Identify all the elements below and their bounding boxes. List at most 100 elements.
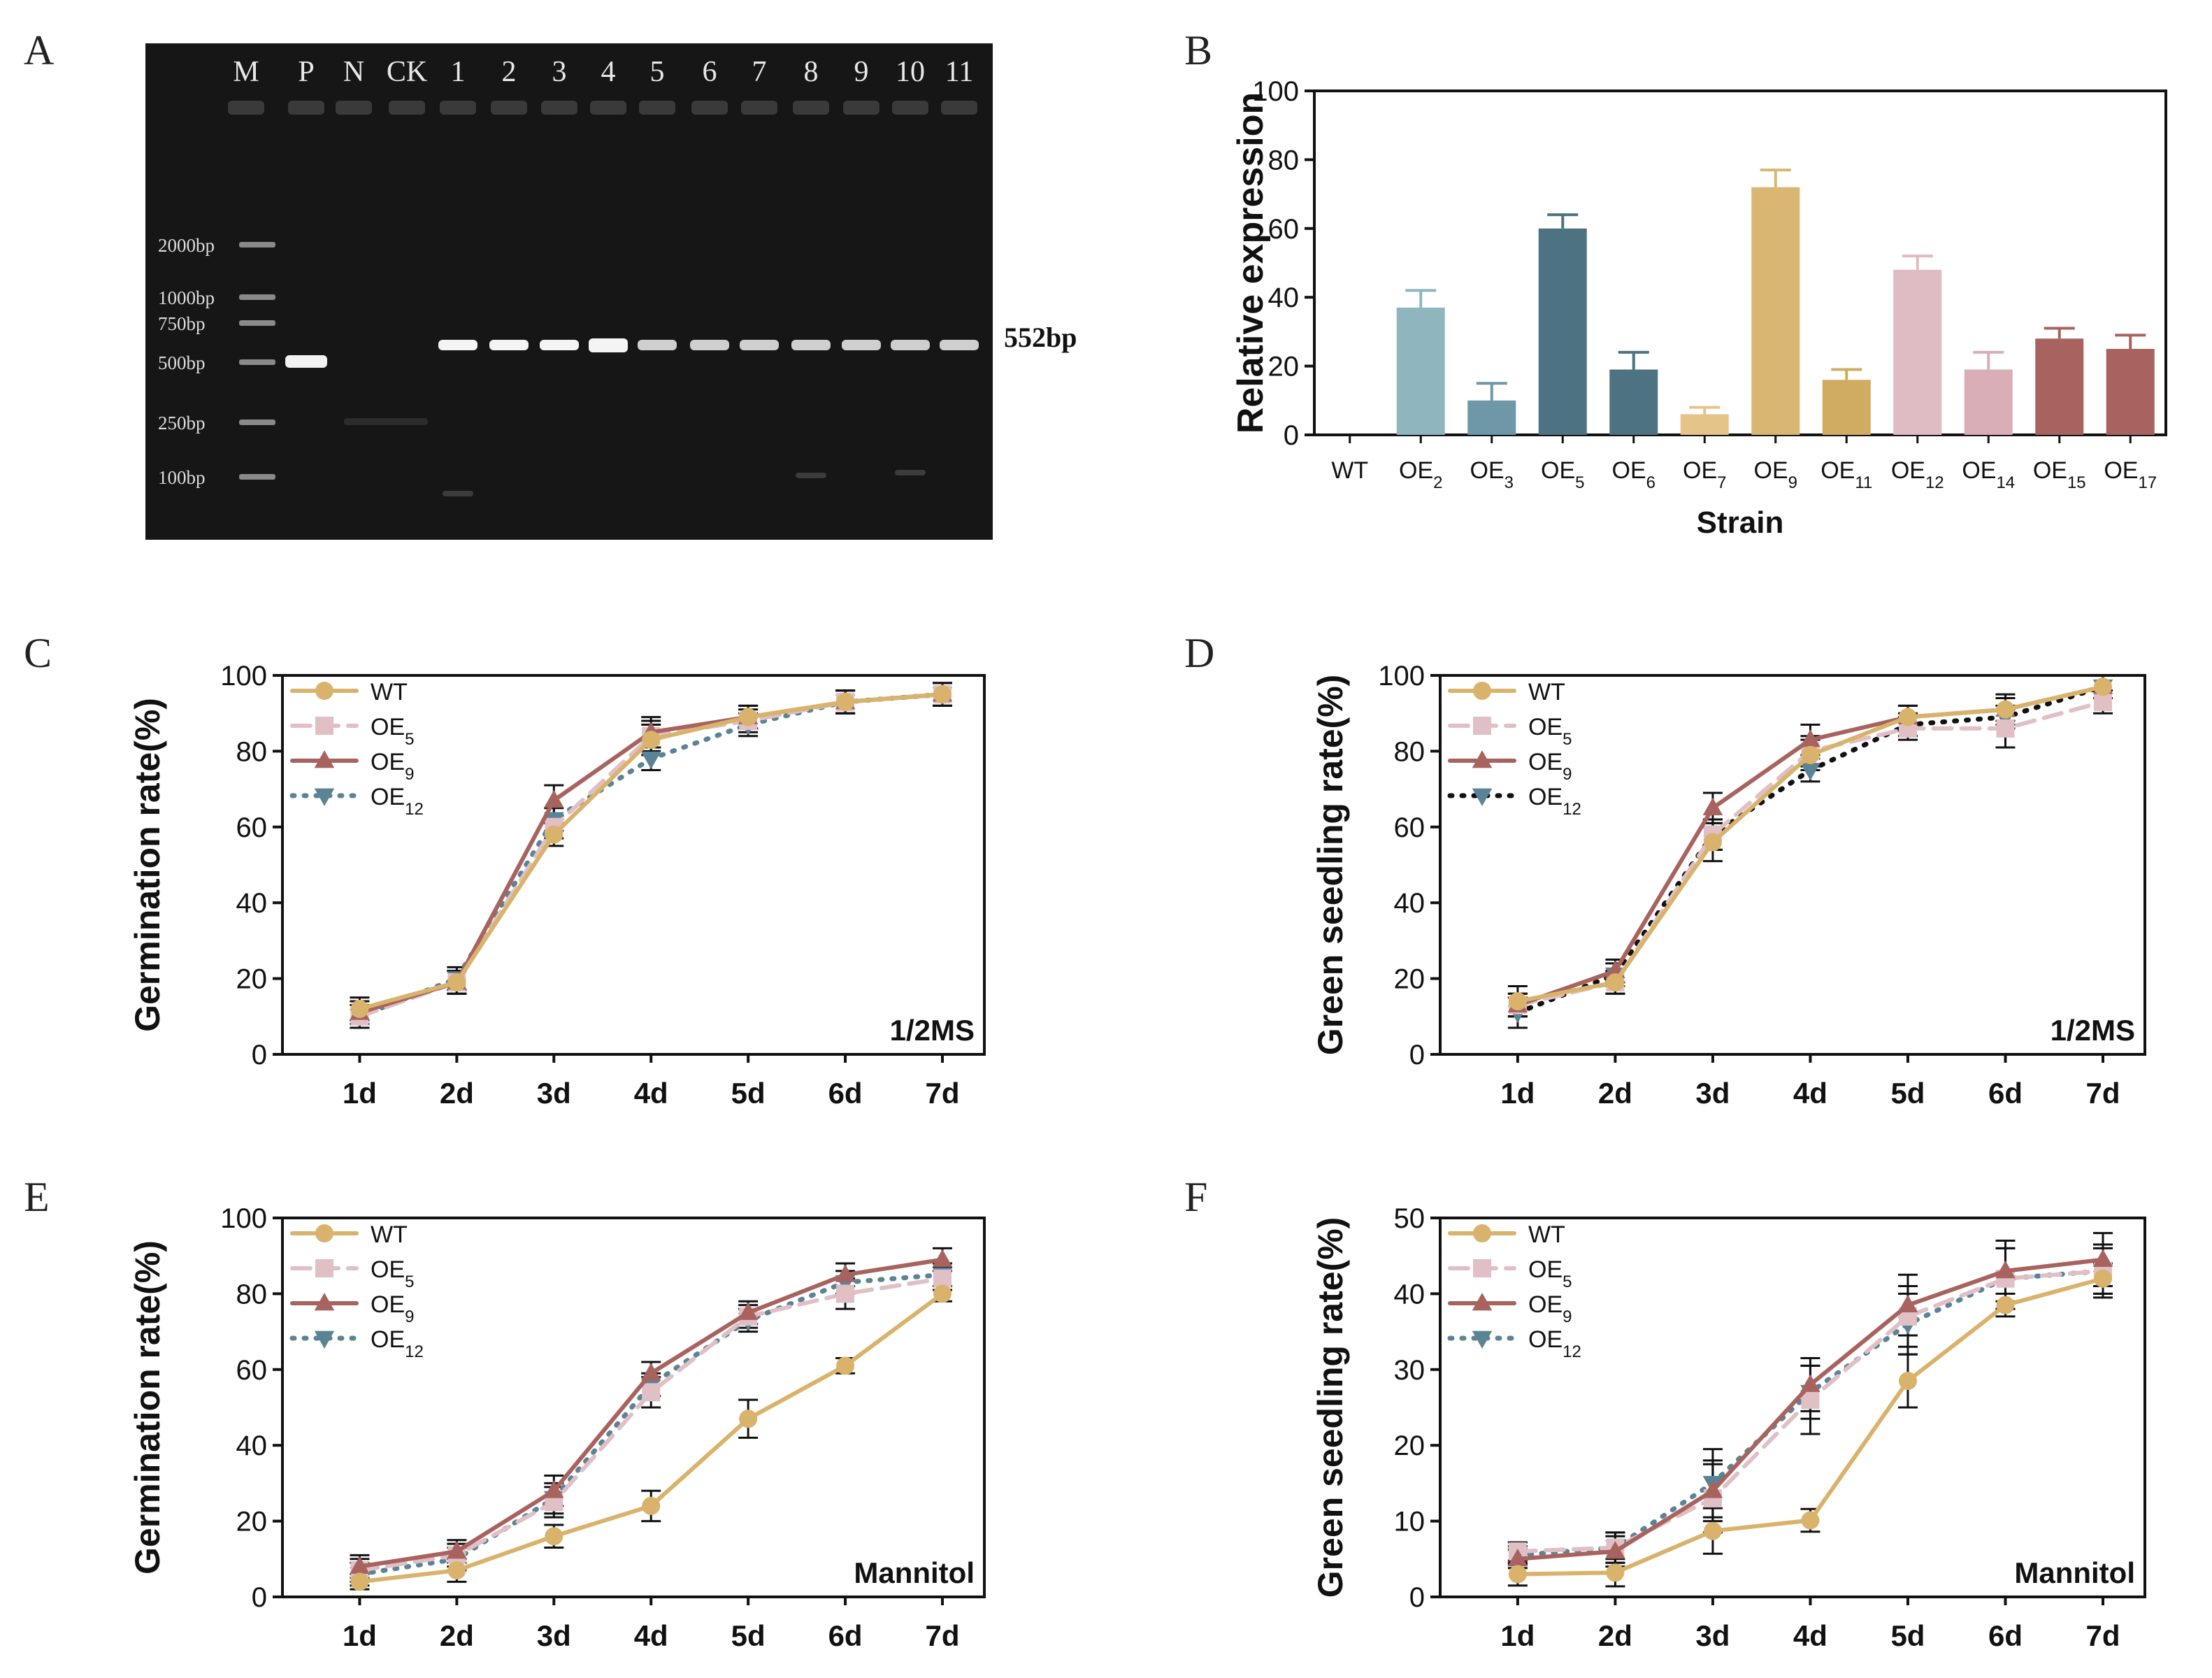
line-chart-germination-mannitol: 0 20 40 60 80 100 1d 2d 3d 4d 5d 6d 7d Germination ra… <box>128 1203 986 1652</box>
x-tick-label: 7d <box>925 1077 959 1110</box>
y-tick-label: 20 <box>236 1507 268 1537</box>
gel-band-sample <box>589 338 628 352</box>
gel-lane-label: CK <box>387 56 427 88</box>
bar <box>1893 269 1942 435</box>
x-tick-label: 4d <box>634 1077 668 1110</box>
y-tick-label: 80 <box>236 1279 268 1310</box>
gel-marker-label: 2000bp <box>158 235 215 256</box>
y-axis-title: Green seedling rate(%) <box>1311 1217 1350 1598</box>
data-point <box>739 1410 758 1428</box>
data-point <box>1898 1372 1917 1391</box>
gel-lane-label: 4 <box>601 56 616 88</box>
gel-well <box>228 101 264 115</box>
gel-band-sample <box>791 340 831 350</box>
line-chart-germination-half-ms: 0 20 40 60 80 100 1d 2d 3d 4d 5d 6d 7d Germination ra… <box>128 661 986 1110</box>
y-tick-label: 60 <box>236 812 268 843</box>
bar <box>1751 187 1800 435</box>
x-tick-label: 5d <box>731 1619 766 1652</box>
bar <box>1609 369 1658 435</box>
data-point <box>933 1284 951 1303</box>
data-point <box>933 1269 951 1288</box>
x-tick-label: OE7 <box>1683 457 1726 492</box>
y-axis-title: Germination rate(%) <box>128 1240 167 1575</box>
gel-band-sample <box>842 340 881 350</box>
gel-lane-label: P <box>298 56 314 88</box>
plot-frame <box>281 674 986 1056</box>
gel-lane-label: 10 <box>896 56 925 88</box>
gel-marker-label: 500bp <box>158 352 206 373</box>
data-point <box>350 999 369 1018</box>
gel-lane-label: 1 <box>451 56 466 88</box>
series-line <box>357 1276 945 1573</box>
data-point <box>1800 729 1820 747</box>
y-tick-label: 100 <box>1378 661 1425 691</box>
x-tick-label: 6d <box>828 1077 863 1110</box>
data-point <box>1898 708 1917 726</box>
x-tick-label: 6d <box>828 1619 863 1652</box>
gel-well <box>590 101 626 115</box>
y-tick-label: 20 <box>236 964 268 995</box>
legend-label: OE9 <box>371 1291 414 1326</box>
data-point <box>1473 717 1491 735</box>
x-tick-label: WT <box>1331 457 1368 484</box>
data-point <box>314 1293 335 1311</box>
data-point <box>447 1541 467 1559</box>
legend-label: OE12 <box>1528 1326 1581 1361</box>
data-point <box>1702 1480 1723 1498</box>
gel-well <box>389 101 425 115</box>
gel-image: M P N CK 1 2 3 4 5 6 7 8 9 10 11 2000bp 1000bp 750bp 500bp… <box>145 43 1077 540</box>
gel-band-sample <box>489 340 529 350</box>
x-tick-label: 7d <box>2085 1077 2120 1110</box>
data-point <box>836 1356 855 1375</box>
gel-faint-band <box>443 491 473 496</box>
gel-lane-label: 9 <box>854 56 869 88</box>
y-tick-label: 60 <box>1394 812 1425 843</box>
x-tick-label: OE11 <box>1820 457 1872 492</box>
x-tick-label: 6d <box>1988 1619 2023 1652</box>
data-point <box>1801 1511 1820 1530</box>
x-tick-label: 5d <box>731 1077 766 1110</box>
data-point <box>545 1527 563 1546</box>
gel-faint-band <box>895 470 926 475</box>
gel-band-sample <box>891 340 930 350</box>
data-point <box>350 1556 370 1575</box>
legend-label: OE12 <box>371 784 424 819</box>
gel-marker-label: 1000bp <box>158 287 215 308</box>
bar <box>1680 414 1729 435</box>
data-point <box>1703 833 1722 852</box>
x-tick-label: 7d <box>925 1619 959 1652</box>
data-point <box>315 682 333 700</box>
data-point <box>738 1302 759 1320</box>
gel-marker-band <box>239 320 275 326</box>
condition-annotation: Mannitol <box>2014 1556 2135 1589</box>
gel-lane-label: 11 <box>945 56 973 88</box>
condition-annotation: 1/2MS <box>2051 1014 2135 1047</box>
data-point <box>1606 973 1625 992</box>
gel-haze <box>344 418 428 425</box>
x-tick-label: 2d <box>440 1619 474 1652</box>
legend-label: OE12 <box>1528 784 1581 819</box>
gel-lane-label: 2 <box>502 56 517 88</box>
data-point <box>1508 992 1527 1011</box>
plot-frame <box>1313 89 2167 436</box>
gel-marker-band <box>239 294 275 300</box>
panel-label-f: F <box>1184 1174 1207 1220</box>
data-point <box>1507 1548 1528 1567</box>
plot-frame <box>1439 1217 2146 1598</box>
y-tick-label: 60 <box>236 1355 268 1386</box>
legend-label: OE9 <box>371 749 414 784</box>
gel-lane-label: 7 <box>752 56 767 88</box>
panel-label-b: B <box>1184 27 1212 73</box>
x-tick-label: 3d <box>1695 1077 1730 1110</box>
data-point <box>836 1284 855 1303</box>
data-point <box>1472 1331 1493 1349</box>
x-tick-label: 5d <box>1890 1077 1925 1110</box>
x-tick-label: 3d <box>1695 1619 1730 1652</box>
plot-frame <box>1439 674 2146 1056</box>
y-tick-label: 0 <box>1409 1040 1425 1070</box>
data-point <box>1702 797 1723 816</box>
gel-well <box>541 101 577 115</box>
data-point <box>1472 1293 1493 1311</box>
data-point <box>315 717 333 735</box>
